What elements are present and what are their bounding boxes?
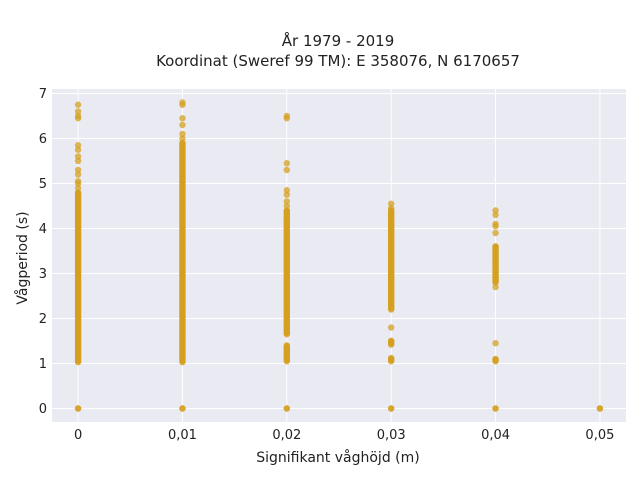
- data-point: [74, 178, 82, 185]
- data-point: [179, 405, 186, 412]
- y-tick-label: 2: [39, 312, 47, 327]
- data-point: [283, 207, 291, 214]
- data-point: [492, 355, 499, 363]
- x-tick-label: 0,01: [168, 428, 197, 443]
- y-tick-label: 0: [39, 402, 47, 417]
- y-axis-label: Vågperiod (s): [14, 211, 31, 304]
- y-tick-label: 6: [39, 132, 47, 147]
- data-point: [74, 405, 82, 412]
- y-tick-label: 7: [39, 87, 47, 102]
- x-tick-label: 0,04: [481, 428, 510, 443]
- data-point: [179, 99, 186, 106]
- x-tick-label: 0: [74, 428, 82, 443]
- data-point: [74, 166, 82, 174]
- data-point: [387, 200, 395, 207]
- y-tick-labels: 0 1 2 3 4 5 6 7: [39, 87, 47, 417]
- data-point: [283, 187, 291, 194]
- data-point: [74, 153, 82, 160]
- x-tick-label: 0,02: [272, 428, 301, 443]
- data-point: [387, 405, 395, 412]
- data-point: [492, 405, 499, 412]
- data-point: [283, 405, 291, 412]
- data-point: [74, 189, 82, 196]
- data-point: [283, 202, 291, 210]
- data-point: [596, 405, 604, 412]
- data-point: [492, 207, 499, 214]
- data-point: [387, 337, 395, 345]
- data-point: [492, 229, 499, 237]
- data-point: [387, 205, 395, 212]
- data-point: [283, 198, 291, 205]
- scatter-points: [74, 99, 604, 412]
- chart-subtitle: Koordinat (Sweref 99 TM): E 358076, N 61…: [156, 52, 520, 70]
- data-point: [74, 171, 82, 178]
- data-point: [179, 121, 186, 129]
- data-point: [179, 115, 186, 122]
- y-tick-label: 5: [39, 177, 47, 192]
- data-point: [179, 139, 186, 147]
- data-point: [74, 146, 82, 153]
- data-point: [283, 112, 291, 120]
- data-point: [492, 211, 499, 219]
- y-tick-label: 3: [39, 267, 47, 282]
- data-point: [74, 101, 82, 108]
- data-point: [74, 142, 82, 149]
- y-tick-label: 4: [39, 222, 47, 237]
- data-point: [492, 340, 499, 347]
- x-tick-labels: 0 0,01 0,02 0,03 0,04 0,05: [74, 428, 614, 443]
- data-point: [492, 283, 499, 291]
- data-point: [74, 157, 82, 165]
- x-tick-label: 0,05: [585, 428, 614, 443]
- data-point: [387, 354, 395, 362]
- plot-background: [52, 89, 626, 422]
- data-point: [387, 324, 395, 331]
- x-tick-label: 0,03: [377, 428, 406, 443]
- data-point: [492, 243, 499, 250]
- data-point: [283, 166, 291, 174]
- data-point: [179, 135, 186, 142]
- data-point: [74, 108, 82, 115]
- data-point: [492, 220, 499, 228]
- data-point: [283, 160, 291, 167]
- x-axis-label: Signifikant våghöjd (m): [256, 449, 419, 466]
- y-tick-label: 1: [39, 357, 47, 372]
- data-point: [283, 191, 291, 198]
- data-point: [283, 342, 291, 349]
- data-point: [74, 184, 82, 192]
- data-point: [74, 112, 82, 120]
- data-point: [179, 130, 186, 138]
- chart-title: År 1979 - 2019: [282, 31, 395, 50]
